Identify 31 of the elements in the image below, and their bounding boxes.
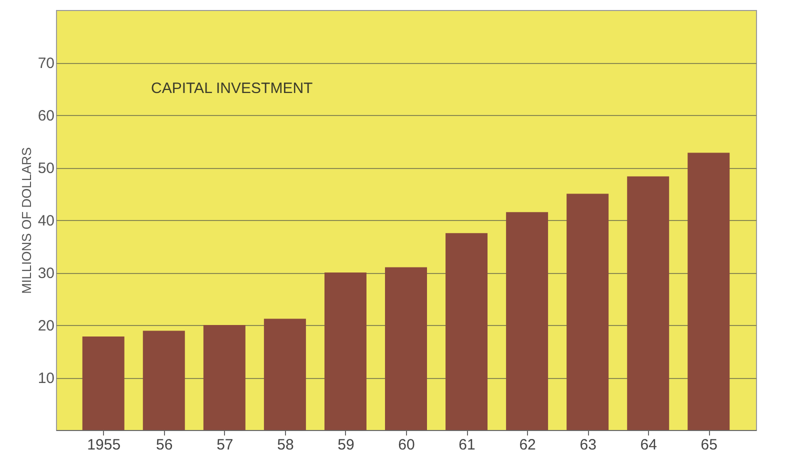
bar <box>688 152 730 430</box>
x-tick-label: 60 <box>398 436 415 454</box>
x-tick-label: 1955 <box>87 436 121 454</box>
bar <box>385 267 427 430</box>
bar <box>324 272 366 430</box>
bar <box>142 330 185 430</box>
x-tick-label: 65 <box>700 436 718 454</box>
bar <box>566 194 609 430</box>
y-tick-label: 20 <box>38 318 54 334</box>
x-tick-label: 62 <box>519 436 536 454</box>
y-tick-label: 40 <box>38 212 54 230</box>
x-tick-label: 61 <box>458 436 476 454</box>
x-tick-label: 57 <box>216 436 234 454</box>
x-tick-label: 58 <box>277 436 294 454</box>
y-tick-label: 30 <box>38 265 54 282</box>
bar <box>203 325 246 430</box>
bar <box>627 176 670 430</box>
x-tick-label: 64 <box>640 436 657 454</box>
y-tick-label: 10 <box>38 370 54 387</box>
x-tick-label: 56 <box>156 436 173 454</box>
y-tick-label: 70 <box>38 55 54 72</box>
x-tick-label: 59 <box>338 436 354 454</box>
bar <box>446 233 488 430</box>
bar <box>264 318 306 430</box>
x-tick-label: 63 <box>580 436 596 454</box>
y-tick-label: 50 <box>38 160 54 177</box>
text: CAPITAL INVESTMENT <box>151 80 313 97</box>
bar <box>506 212 548 430</box>
y-axis-title: MILLIONS OF DOLLARS <box>18 146 34 294</box>
bar <box>82 336 124 430</box>
y-tick-label: 60 <box>38 108 54 124</box>
